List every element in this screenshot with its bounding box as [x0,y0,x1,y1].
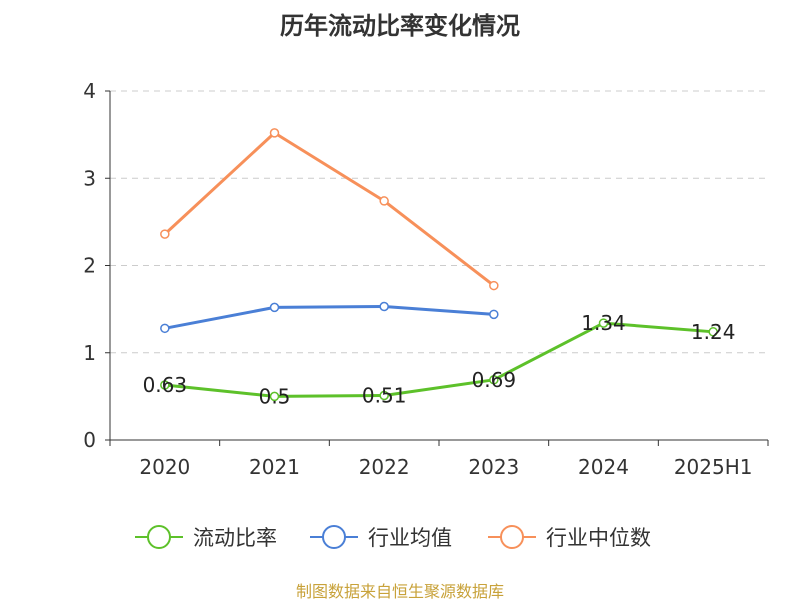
legend-marker [147,525,171,549]
series-line [164,305,494,330]
data-label: 0.69 [472,368,517,392]
data-point [160,380,170,390]
legend-marker [500,525,524,549]
legend-label: 流动比率 [193,526,277,550]
x-tick-label: 2020 [139,455,190,479]
legend-label: 行业中位数 [546,526,651,550]
x-tick-label: 2021 [249,455,300,479]
y-tick-label: 1 [83,341,96,365]
data-point [598,318,609,328]
data-point [379,301,389,312]
y-tick-label: 3 [83,166,96,190]
data-label: 0.63 [143,373,188,397]
data-point [489,280,499,291]
data-label: 0.5 [259,384,291,408]
data-source-footer: 制图数据来自恒生聚源数据库 [295,582,504,601]
y-tick-label: 0 [83,428,96,452]
chart-title: 历年流动比率变化情况 [280,12,520,40]
data-point [269,391,280,402]
data-label: 1.24 [691,320,736,344]
data-label: 1.34 [581,311,626,335]
series-line [163,131,495,287]
y-tick-label: 2 [83,254,96,278]
legend-marker [322,525,346,549]
x-tick-label: 2023 [468,455,519,479]
data-label: 0.51 [362,384,407,408]
x-tick-label: 2022 [359,455,410,479]
data-point [269,302,280,313]
x-tick-label: 2025H1 [674,455,753,479]
legend-label: 行业均值 [368,526,452,550]
data-point [160,229,170,239]
data-point [379,390,389,401]
x-tick-label: 2024 [578,455,629,479]
data-point [708,327,718,337]
data-point [489,309,499,320]
data-point [269,128,280,138]
series-line [164,321,714,398]
data-point [379,196,389,206]
y-tick-label: 4 [83,79,96,103]
data-point [489,375,499,385]
data-point [160,323,170,334]
